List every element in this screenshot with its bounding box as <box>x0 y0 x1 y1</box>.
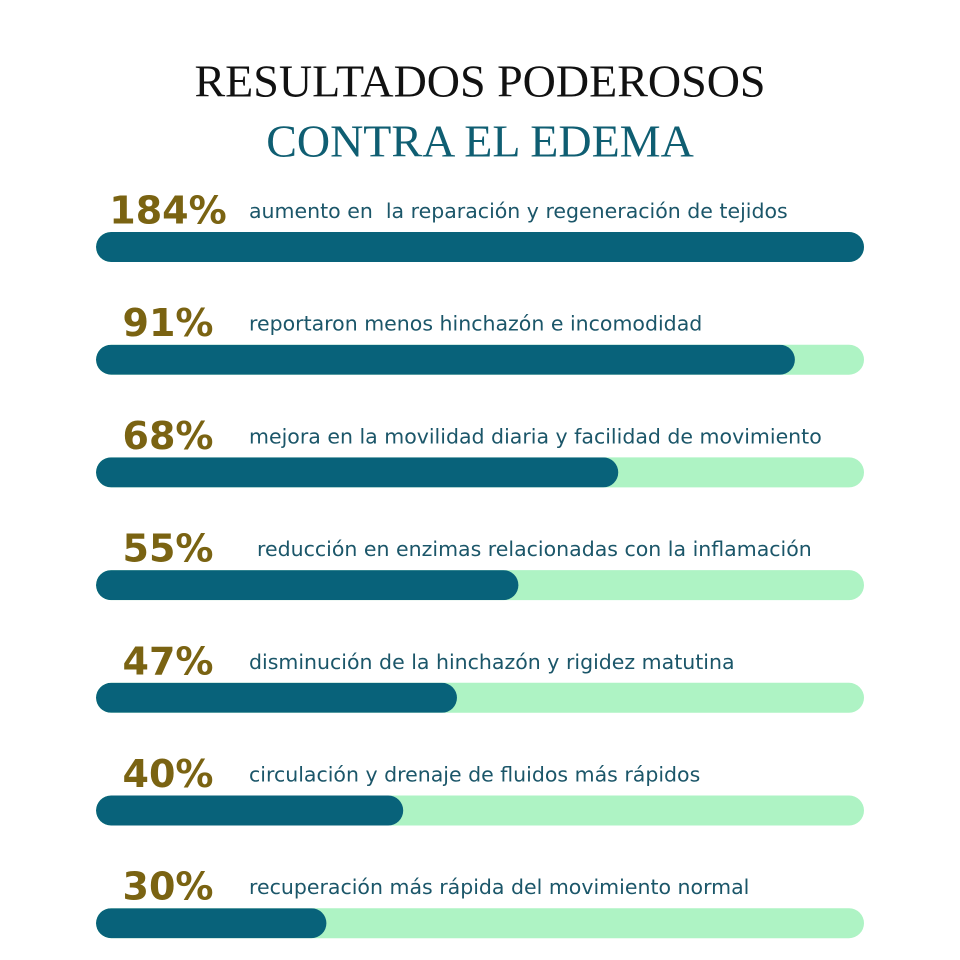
category-label: disminución de la hinchazón y rigidez ma… <box>249 650 735 674</box>
bar <box>96 457 619 488</box>
bar <box>96 908 327 939</box>
value-label: 91% <box>123 301 214 345</box>
bar <box>96 795 404 826</box>
category-label: reportaron menos hinchazón e incomodidad <box>249 312 702 336</box>
bar <box>96 682 457 713</box>
category-label: aumento en la reparación y regeneración … <box>249 199 788 223</box>
bar <box>96 232 864 262</box>
value-label: 184% <box>109 189 226 233</box>
value-label: 55% <box>123 527 214 571</box>
category-label: recuperación más rápida del movimiento n… <box>249 875 749 899</box>
chart-subtitle: CONTRA EL EDEMA <box>266 116 694 167</box>
chart-title: RESULTADOS PODEROSOS <box>194 56 765 107</box>
value-label: 47% <box>123 639 214 683</box>
category-label: reducción en enzimas relacionadas con la… <box>257 537 812 561</box>
category-label: mejora en la movilidad diaria y facilida… <box>249 424 822 448</box>
category-label: circulación y drenaje de fluidos más ráp… <box>249 763 700 787</box>
value-label: 68% <box>123 414 214 458</box>
value-label: 30% <box>123 865 214 909</box>
value-label: 40% <box>123 752 214 796</box>
bar <box>96 570 519 601</box>
bar <box>96 344 795 375</box>
